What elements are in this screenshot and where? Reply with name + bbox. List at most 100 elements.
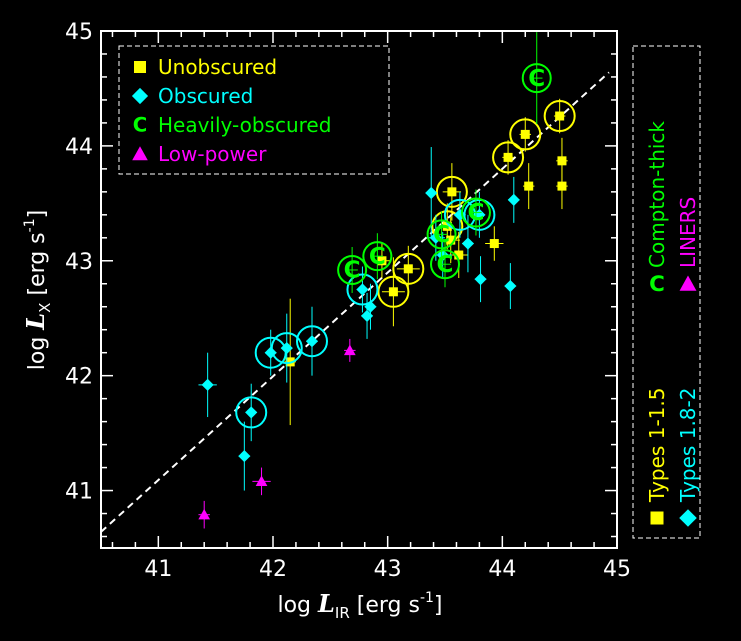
x-tick-label: 44 — [488, 557, 516, 582]
axes-layer: 41 42 43 44 45 41 42 43 44 45 — [65, 20, 631, 582]
legend-label: Low-power — [158, 142, 267, 166]
data-point — [364, 283, 377, 330]
data-point — [235, 383, 268, 442]
legend-marker — [131, 87, 149, 105]
data-point-marker — [255, 475, 268, 487]
data-point-marker — [504, 279, 517, 293]
axis-labels-layer: log LIR [erg s-1] log LX [erg s-1] — [21, 210, 443, 622]
data-point — [449, 232, 468, 279]
legend-label: Unobscured — [158, 55, 277, 79]
data-point-ring — [492, 141, 525, 174]
y-tick-label: 44 — [65, 135, 93, 160]
legend-marker — [132, 146, 148, 161]
data-point: C — [460, 189, 491, 236]
data-point — [556, 163, 568, 210]
data-point — [295, 306, 328, 376]
data-point-marker — [198, 508, 211, 520]
legend-label: Heavily-obscured — [158, 113, 331, 137]
data-point-marker — [201, 378, 214, 391]
legend-item-heavily-obscured: C Heavily-obscured — [133, 113, 332, 137]
series-liners — [198, 338, 356, 529]
data-point-marker — [388, 287, 398, 297]
data-point-ring — [270, 332, 303, 365]
legend-marker: C — [649, 272, 665, 297]
data-point — [252, 467, 271, 496]
data-point-ring — [430, 249, 460, 280]
data-point-marker — [520, 129, 530, 139]
legend-marker — [650, 511, 664, 525]
data-point-marker — [425, 186, 438, 200]
data-point — [238, 421, 251, 491]
legend-marker — [679, 275, 697, 291]
legend-item-low-power: Low-power — [132, 142, 267, 166]
data-point-marker: C — [437, 252, 454, 278]
data-point-marker — [356, 283, 369, 296]
data-point-marker: C — [467, 200, 484, 226]
data-point-marker — [557, 181, 567, 191]
data-point — [270, 313, 303, 383]
data-point-marker — [280, 342, 293, 355]
series-types-1-8-2 — [198, 147, 520, 491]
data-point-ring — [521, 63, 552, 94]
data-point-marker — [238, 450, 251, 463]
data-point-marker — [245, 406, 258, 419]
data-point-ring — [392, 252, 425, 285]
data-point-marker: C — [433, 222, 450, 248]
data-point — [504, 263, 517, 310]
data-point-ring — [235, 396, 268, 429]
legend-right-item-types-1-1-5: Types 1-1.5 — [645, 388, 669, 525]
x-tick-label: 45 — [603, 557, 631, 582]
data-point — [474, 256, 487, 303]
data-point-marker — [461, 237, 475, 250]
data-point-ring — [362, 241, 393, 272]
y-tick-label: 45 — [65, 20, 93, 45]
data-point-marker — [364, 300, 377, 313]
legend-right-vertical: Types 1-1.5 C Compton-thick Types 1.8-2 LINE… — [632, 45, 701, 539]
legend-box-right — [632, 45, 701, 539]
legend-label: Types 1-1.5 — [645, 388, 669, 503]
data-point — [435, 163, 468, 221]
data-point: C — [362, 233, 393, 280]
data-point-marker: C — [344, 258, 361, 284]
y-tick-label: 41 — [65, 480, 93, 505]
x-tick-label: 43 — [374, 557, 402, 582]
legend-right-item-liners: LINERS — [676, 197, 700, 291]
data-point-marker: C — [528, 66, 545, 92]
legend-marker: C — [133, 114, 148, 137]
legend-item-unobscured: Unobscured — [134, 55, 277, 79]
data-point: C — [521, 32, 552, 125]
data-point — [372, 243, 392, 279]
data-point-marker — [555, 111, 565, 121]
legend-label: LINERS — [676, 197, 700, 268]
data-point — [543, 98, 576, 134]
legend-box — [118, 45, 390, 175]
data-point-marker — [507, 193, 520, 206]
data-point — [522, 163, 535, 210]
y-axis-label: log LX [erg s-1] — [21, 210, 54, 370]
data-point — [485, 226, 504, 261]
x-tick-label: 42 — [259, 557, 287, 582]
data-point: C — [337, 246, 368, 293]
data-point-marker — [305, 335, 319, 348]
data-point-marker — [489, 239, 499, 249]
legend-right-item-types-1-8-2: Types 1.8-2 — [676, 388, 700, 527]
legend-item-obscured: Obscured — [131, 84, 253, 108]
legend-marker — [679, 509, 697, 527]
data-point — [392, 245, 425, 292]
data-point — [198, 352, 217, 418]
data-point-marker — [503, 152, 513, 162]
data-point-marker — [377, 256, 387, 266]
data-point-ring — [460, 197, 491, 228]
legend-label: Obscured — [158, 84, 253, 108]
data-point-ring — [295, 325, 328, 358]
data-point-ring — [346, 273, 379, 306]
data-point — [507, 176, 520, 223]
data-point-marker — [557, 156, 567, 166]
legend-right-item-compton-thick: C Compton-thick — [645, 121, 669, 298]
data-point-ring — [509, 118, 542, 151]
data-point-marker — [446, 235, 456, 245]
legend-label: Compton-thick — [645, 121, 669, 268]
data-point-marker — [447, 187, 457, 197]
